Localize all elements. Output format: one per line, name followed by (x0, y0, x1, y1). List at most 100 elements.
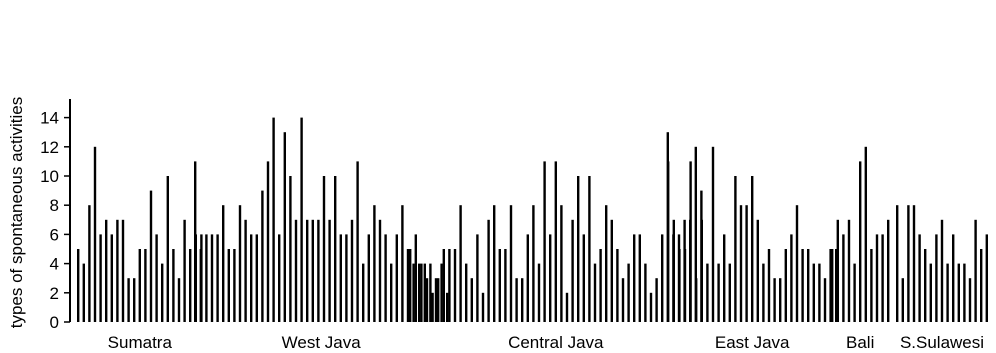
bar (980, 249, 983, 322)
bar-group-central-java (409, 132, 703, 322)
bar (244, 219, 247, 322)
bar (261, 190, 264, 322)
bar (294, 219, 298, 322)
bar (957, 263, 960, 322)
bar (835, 249, 838, 322)
bar (823, 278, 827, 322)
bar (968, 278, 972, 322)
bar (306, 219, 309, 322)
bar (401, 205, 404, 322)
bar (189, 249, 192, 322)
bar (633, 234, 636, 322)
bar (577, 176, 580, 322)
bar (762, 263, 765, 322)
bar (560, 205, 563, 322)
bar (144, 249, 147, 322)
bar (300, 117, 303, 322)
bar (493, 205, 496, 322)
bar (339, 234, 342, 322)
bar (818, 263, 821, 322)
bar (266, 161, 270, 322)
bar (717, 263, 720, 322)
bar (767, 249, 771, 322)
y-axis-label: types of spontaneous activities (7, 97, 26, 329)
bar (831, 249, 834, 322)
bar (859, 161, 862, 322)
bar (487, 219, 490, 322)
bar (695, 278, 698, 322)
bar (384, 234, 387, 322)
bar (907, 205, 910, 322)
bar (779, 278, 782, 322)
bar (345, 234, 348, 322)
bar (77, 249, 80, 322)
bar (864, 146, 867, 322)
bar (395, 234, 398, 322)
bar (311, 219, 314, 322)
bar (476, 234, 479, 322)
bar (711, 146, 715, 322)
bar (205, 234, 208, 322)
bar (322, 176, 326, 322)
bar (278, 234, 281, 322)
bar (367, 234, 370, 322)
bar (442, 249, 445, 322)
bar (255, 234, 258, 322)
bar (946, 263, 949, 322)
bar (853, 263, 856, 322)
y-tick-label: 6 (50, 225, 59, 244)
bar (423, 263, 426, 322)
bar (790, 234, 793, 322)
bar (532, 205, 535, 322)
bar (227, 249, 230, 322)
bar (571, 219, 574, 322)
region-label: Central Java (508, 333, 604, 352)
y-tick-label: 2 (50, 284, 59, 303)
bar (784, 249, 787, 322)
bar (429, 263, 432, 322)
bar (356, 161, 359, 322)
bar (638, 234, 641, 322)
bar (627, 263, 630, 322)
bar (425, 278, 429, 322)
bar (420, 263, 423, 322)
bar (700, 219, 703, 322)
bar (605, 205, 608, 322)
bar (459, 205, 462, 322)
bar (328, 219, 331, 322)
region-label: Bali (846, 333, 874, 352)
bar-group-east-java (667, 146, 838, 322)
bar (875, 234, 879, 322)
bar (649, 292, 653, 322)
bar (565, 292, 569, 322)
bar-group-bali (831, 146, 890, 322)
bar (199, 249, 202, 322)
bar (887, 219, 890, 322)
bar (661, 234, 664, 322)
region-label: Sumatra (108, 333, 173, 352)
region-label: S.Sulawesi (900, 333, 984, 352)
y-tick-label: 8 (50, 196, 59, 215)
region-label: West Java (282, 333, 362, 352)
bar (116, 219, 119, 322)
bar (751, 176, 754, 322)
bar (756, 219, 759, 322)
bar (801, 249, 804, 322)
bar (929, 263, 932, 322)
bar (678, 249, 681, 322)
bar (694, 146, 697, 322)
bar (773, 278, 776, 322)
bar (434, 278, 438, 322)
bar (390, 263, 393, 322)
bar (745, 205, 748, 322)
bar (149, 190, 153, 322)
y-ticks: 0 2 4 6 8 10 12 14 (40, 109, 70, 332)
bar (881, 234, 884, 322)
bar (250, 234, 253, 322)
bar (549, 234, 552, 322)
bar (610, 219, 613, 322)
bar-group-s-sulawesi (896, 205, 988, 322)
bar (373, 205, 376, 322)
bar (283, 132, 286, 322)
